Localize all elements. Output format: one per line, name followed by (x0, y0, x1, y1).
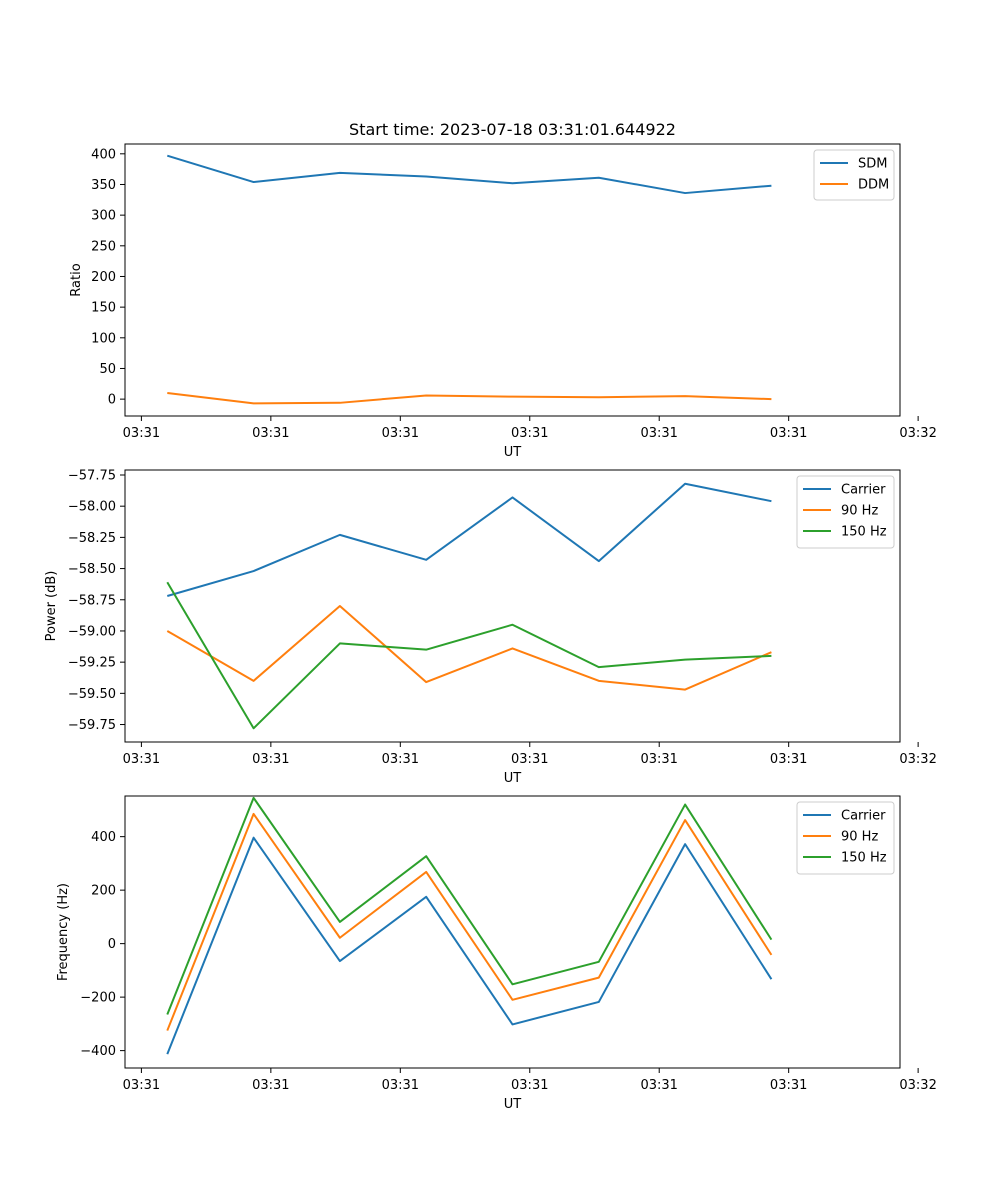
series-line-150-hz (166, 796, 773, 1015)
x-tick-label: 03:32 (899, 426, 936, 441)
y-tick-label: −58.00 (68, 500, 116, 515)
x-tick-label: 03:31 (511, 1078, 548, 1093)
x-tick-label: 03:31 (770, 1078, 807, 1093)
x-tick-label: 03:31 (511, 426, 548, 441)
legend: Carrier 90 Hz 150 Hz (796, 801, 895, 875)
x-tick-label: 03:31 (123, 426, 160, 441)
y-tick-label: 0 (108, 393, 116, 408)
y-axis-label: Power (dB) (44, 571, 59, 642)
y-tick-label: 400 (91, 830, 116, 845)
x-tick-label: 03:31 (511, 752, 548, 767)
legend: SDM DDM (813, 149, 895, 201)
y-tick-label: 150 (91, 301, 116, 316)
x-axis-label: UT (504, 445, 522, 460)
y-tick-label: −59.50 (68, 687, 116, 702)
y-tick-label: 400 (91, 147, 116, 162)
x-tick-label: 03:31 (640, 426, 677, 441)
series-line-ddm (167, 392, 772, 405)
legend-entry: 150 Hz (841, 851, 887, 866)
y-tick-label: 350 (91, 178, 116, 193)
x-axis-label: UT (504, 771, 522, 786)
x-tick-label: 03:32 (899, 752, 936, 767)
axes-frame (124, 469, 901, 743)
x-tick-label: 03:31 (382, 426, 419, 441)
y-tick-label: −59.00 (68, 624, 116, 639)
legend-entry: SDM (858, 157, 887, 172)
series-line-150-hz (166, 581, 772, 730)
y-tick-label: −57.75 (68, 468, 116, 483)
x-tick-label: 03:31 (252, 752, 289, 767)
x-tick-label: 03:31 (123, 1078, 160, 1093)
x-tick-label: 03:31 (640, 1078, 677, 1093)
y-tick-label: −400 (80, 1044, 116, 1059)
chart-panel-1: 03:31 03:31 03:31 03:31 03:31 03:31 03:32 0 50 10… (69, 143, 937, 460)
x-tick-label: 03:31 (123, 752, 160, 767)
legend-entry: 90 Hz (841, 830, 878, 845)
axes-frame (124, 143, 901, 417)
x-tick-label: 03:31 (382, 1078, 419, 1093)
series-line-90-hz (166, 812, 773, 1031)
legend-entry: 150 Hz (841, 525, 887, 540)
y-tick-label: 50 (99, 362, 116, 377)
legend: Carrier 90 Hz 150 Hz (796, 475, 895, 549)
x-tick-label: 03:31 (770, 426, 807, 441)
x-tick-label: 03:31 (252, 426, 289, 441)
series-line-carrier (167, 482, 772, 597)
legend-entry: DDM (858, 178, 889, 193)
x-tick-label: 03:31 (252, 1078, 289, 1093)
y-tick-label: −59.75 (68, 718, 116, 733)
y-tick-label: 250 (91, 239, 116, 254)
y-tick-label: −58.50 (68, 562, 116, 577)
legend-entry: Carrier (841, 809, 886, 824)
legend-entry: 90 Hz (841, 504, 878, 519)
series-line-90-hz (166, 605, 772, 691)
y-tick-label: 0 (108, 937, 116, 952)
x-tick-label: 03:31 (640, 752, 677, 767)
chart-panel-3: 03:31 03:31 03:31 03:31 03:31 03:31 03:32 −400 −… (56, 795, 937, 1112)
y-axis-label: Ratio (69, 263, 84, 296)
x-tick-label: 03:31 (770, 752, 807, 767)
y-axis-label: Frequency (Hz) (56, 883, 71, 981)
legend-entry: Carrier (841, 483, 886, 498)
x-tick-label: 03:31 (382, 752, 419, 767)
x-axis-label: UT (504, 1097, 522, 1112)
y-tick-label: 200 (91, 884, 116, 899)
y-tick-label: −200 (80, 991, 116, 1006)
y-tick-label: −59.25 (68, 656, 116, 671)
series-line-carrier (166, 836, 773, 1055)
axes-frame (124, 795, 901, 1069)
chart-panel-2: 03:31 03:31 03:31 03:31 03:31 03:31 03:32 −57.7… (44, 468, 937, 786)
y-tick-label: −58.75 (68, 593, 116, 608)
x-tick-label: 03:32 (899, 1078, 936, 1093)
series-line-sdm (166, 154, 772, 195)
y-tick-label: 200 (91, 270, 116, 285)
figure-title: Start time: 2023-07-18 03:31:01.644922 (349, 120, 676, 139)
y-tick-label: 300 (91, 209, 116, 224)
y-tick-label: 100 (91, 331, 116, 346)
y-tick-label: −58.25 (68, 531, 116, 546)
